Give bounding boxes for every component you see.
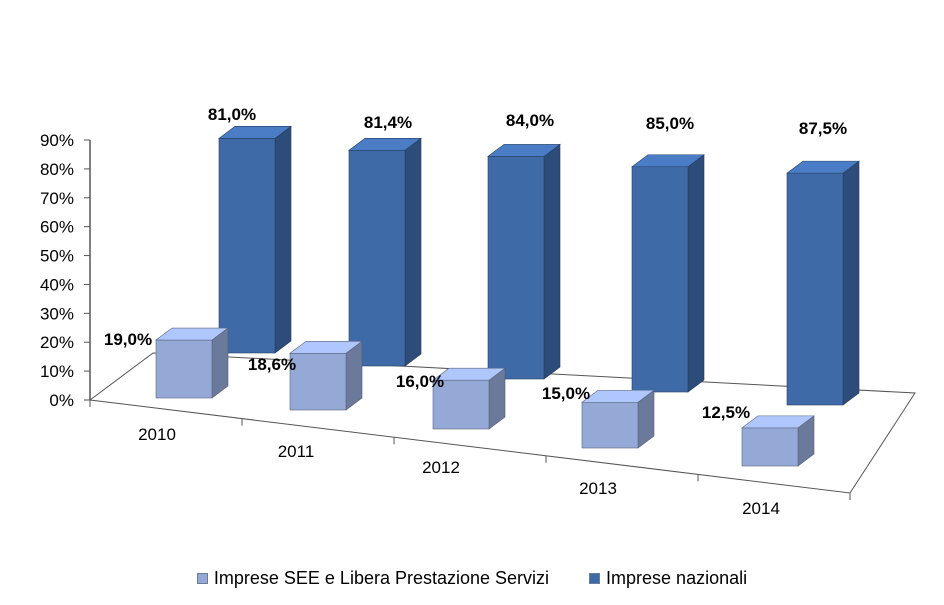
bar-see-2013 <box>581 389 655 449</box>
data-label-see: 15,0% <box>542 384 590 403</box>
y-tick-label: 90% <box>40 131 74 150</box>
bar-see-2014-top <box>741 415 815 429</box>
bar-nazionali-2011-side <box>404 137 422 367</box>
legend-swatch-see <box>196 573 208 584</box>
x-category-label: 2014 <box>742 499 780 518</box>
bar-see-2014 <box>741 415 815 467</box>
bar-see-2011-front <box>289 352 347 411</box>
legend-item-see: Imprese SEE e Libera Prestazione Servizi <box>196 568 550 589</box>
x-category-label: 2010 <box>138 425 176 444</box>
bar-nazionali-2010 <box>218 125 292 354</box>
bar-nazionali-2011-top <box>348 137 422 151</box>
bar-nazionali-2013-top <box>631 154 705 168</box>
chart: 0% 10% 20% 30% 40% 50% 60% 70% 80% 90% 2010 2011 20… <box>40 105 916 518</box>
bar-see-2010-front <box>155 339 213 399</box>
data-label-nazionali: 81,0% <box>208 105 256 124</box>
legend-label-nazionali: Imprese nazionali <box>606 568 748 588</box>
bar-nazionali-2012-front <box>487 156 545 380</box>
data-label-see: 12,5% <box>702 403 750 422</box>
legend-swatch-nazionali <box>589 573 601 584</box>
bar-nazionali-2014-front <box>786 172 844 406</box>
y-tick-label: 80% <box>40 160 74 179</box>
bar-nazionali-2010-side <box>274 125 292 354</box>
legend-label-see: Imprese SEE e Libera Prestazione Servizi <box>213 568 550 588</box>
bar-nazionali-2014-side <box>842 160 860 406</box>
y-tick-label: 20% <box>40 333 74 352</box>
data-label-see: 18,6% <box>248 355 296 374</box>
bar-see-2014-front <box>741 427 799 467</box>
y-tick-label: 50% <box>40 247 74 266</box>
bar-see-2011-top <box>289 340 363 354</box>
bar-see-2013-top <box>581 389 655 403</box>
bar-nazionali-2013-front <box>631 166 689 393</box>
bar-see-2011 <box>289 340 363 411</box>
bar-nazionali-2011-front <box>348 149 406 367</box>
bar-nazionali-2011 <box>348 137 422 367</box>
bar-see-2010-top <box>155 327 229 341</box>
legend-item-nazionali: Imprese nazionali <box>589 568 747 589</box>
data-label-see: 19,0% <box>104 330 152 349</box>
bar-nazionali-2014-top <box>786 160 860 174</box>
y-tick-label: 70% <box>40 189 74 208</box>
bar-nazionali-2012 <box>487 143 561 380</box>
bar-see-2010 <box>155 327 229 399</box>
bar-nazionali-2014 <box>786 160 860 406</box>
data-label-see: 16,0% <box>396 372 444 391</box>
bar-see-2012-top <box>432 367 506 381</box>
y-tick-label: 40% <box>40 275 74 294</box>
bar-see-2012 <box>432 367 506 430</box>
bar-nazionali-2012-top <box>487 144 561 157</box>
x-category-label: 2013 <box>579 479 617 498</box>
bar-nazionali-2012-side <box>543 143 561 380</box>
bar-nazionali-2010-front <box>218 138 276 354</box>
bar-nazionali-2010-top <box>218 126 292 139</box>
y-tick-label: 10% <box>40 362 74 381</box>
data-label-nazionali: 87,5% <box>799 119 847 138</box>
bar-nazionali-2013 <box>631 154 705 393</box>
y-tick-label: 30% <box>40 304 74 323</box>
data-label-nazionali: 85,0% <box>646 114 694 133</box>
x-category-label: 2011 <box>278 442 315 461</box>
y-tick-label: 0% <box>49 391 74 410</box>
bar-nazionali-2013-side <box>687 154 705 393</box>
data-label-nazionali: 81,4% <box>364 113 412 132</box>
x-category-label: 2012 <box>422 458 460 477</box>
data-label-nazionali: 84,0% <box>506 111 554 130</box>
y-tick-label: 60% <box>40 218 74 237</box>
bar-see-2013-front <box>581 401 639 449</box>
legend: Imprese SEE e Libera Prestazione Servizi… <box>0 568 944 589</box>
bar-see-2012-front <box>432 379 490 430</box>
